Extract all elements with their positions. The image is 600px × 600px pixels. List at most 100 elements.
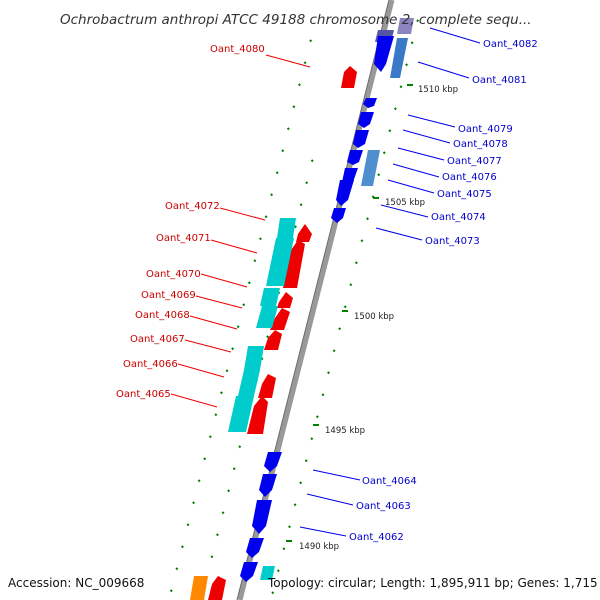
- tick-mark: [169, 589, 173, 593]
- leader-oant-4081: [417, 61, 470, 79]
- label-oant-4065[interactable]: Oant_4065: [116, 389, 171, 400]
- tick-mark: [238, 445, 242, 449]
- tick-mark: [349, 283, 353, 287]
- leader-oant-4067: [184, 339, 232, 353]
- cds-oant-4072[interactable]: [277, 218, 296, 238]
- gene-oant-4072[interactable]: [296, 224, 312, 242]
- reverse-strand-genes: [240, 18, 414, 582]
- cds-oant-4071[interactable]: [266, 238, 294, 286]
- label-oant-4070[interactable]: Oant_4070: [146, 269, 201, 280]
- leader-oant-4077: [397, 147, 445, 161]
- tick-mark: [304, 459, 308, 463]
- label-oant-4062[interactable]: Oant_4062: [349, 532, 404, 543]
- tick-mark: [175, 567, 179, 571]
- tick-mark: [186, 523, 190, 527]
- tick-mark: [232, 467, 236, 471]
- map-title: Ochrobactrum anthropi ATCC 49188 chromos…: [60, 12, 532, 28]
- tick-mark: [310, 437, 314, 441]
- tick-mark: [299, 481, 303, 485]
- gene-oant-4063[interactable]: [259, 474, 277, 497]
- label-oant-4064[interactable]: Oant_4064: [362, 476, 417, 487]
- tick-mark: [321, 393, 325, 397]
- leader-oant-4065: [170, 393, 218, 408]
- gene-oant-4073[interactable]: [331, 208, 346, 223]
- gene-bottom-orange[interactable]: [190, 576, 208, 600]
- label-oant-4072[interactable]: Oant_4072: [165, 201, 220, 212]
- label-oant-4071[interactable]: Oant_4071: [156, 233, 211, 244]
- cds-oant-4065[interactable]: [228, 396, 254, 432]
- gene-oant-4067[interactable]: [264, 330, 282, 350]
- gene-oant-4065[interactable]: [247, 396, 268, 434]
- label-oant-4077[interactable]: Oant_4077: [447, 156, 502, 167]
- tick-mark: [214, 413, 218, 417]
- label-oant-4082[interactable]: Oant_4082: [483, 39, 538, 50]
- gene-oant-4064[interactable]: [264, 452, 282, 472]
- leader-oant-4082: [429, 27, 481, 44]
- leader-oant-4071: [210, 239, 258, 254]
- scale-label-1500: 1500 kbp: [354, 312, 394, 322]
- tick-mark: [360, 239, 364, 243]
- gene-oant-4069[interactable]: [277, 292, 293, 308]
- gene-oant-4062-b[interactable]: [246, 538, 264, 558]
- tick-mark: [225, 369, 229, 373]
- tick-mark: [271, 591, 275, 595]
- scale-label-1510: 1510 kbp: [418, 85, 458, 95]
- leader-oant-4079: [407, 114, 456, 128]
- cds-oant-4069[interactable]: [256, 306, 278, 328]
- label-oant-4074[interactable]: Oant_4074: [431, 212, 486, 223]
- gene-oant-4066[interactable]: [258, 374, 276, 398]
- gene-oant-4076[interactable]: [347, 150, 363, 165]
- gene-oant-4081[interactable]: [374, 36, 394, 72]
- label-oant-4063[interactable]: Oant_4063: [356, 501, 411, 512]
- label-oant-4079[interactable]: Oant_4079: [458, 124, 513, 135]
- label-oant-4078[interactable]: Oant_4078: [453, 139, 508, 150]
- cds-oant-4076[interactable]: [361, 150, 380, 186]
- tick-mark: [410, 41, 414, 45]
- leader-oant-4073: [375, 227, 423, 241]
- cds-bottom-rev[interactable]: [260, 566, 275, 580]
- label-oant-4081[interactable]: Oant_4081: [472, 75, 527, 86]
- right-gene-labels: Oant_4082 Oant_4081 Oant_4079 Oant_4078 …: [299, 27, 538, 543]
- label-oant-4069[interactable]: Oant_4069: [141, 290, 196, 301]
- leader-oant-4074: [380, 204, 429, 218]
- label-oant-4067[interactable]: Oant_4067: [130, 334, 185, 345]
- gene-oant-4068[interactable]: [270, 308, 290, 330]
- cds-oant-4066[interactable]: [238, 370, 260, 396]
- tick-mark: [282, 547, 286, 551]
- leader-oant-4072: [219, 207, 266, 221]
- cds-oant-4070[interactable]: [260, 288, 280, 306]
- tick-mark: [310, 159, 314, 163]
- tick-mark: [405, 63, 408, 67]
- gene-oant-4074[interactable]: [336, 180, 354, 206]
- label-oant-4068[interactable]: Oant_4068: [135, 310, 190, 321]
- tick-mark: [393, 107, 397, 111]
- label-oant-4080[interactable]: Oant_4080: [210, 44, 265, 55]
- label-oant-4066[interactable]: Oant_4066: [123, 359, 178, 370]
- tick-mark: [208, 435, 212, 439]
- label-oant-4075[interactable]: Oant_4075: [437, 189, 492, 200]
- cds-oant-4067[interactable]: [244, 346, 264, 370]
- gene-oant-4077[interactable]: [353, 130, 369, 148]
- gene-bottom-rev[interactable]: [240, 562, 258, 582]
- tick-mark: [247, 281, 251, 285]
- tick-mark: [221, 511, 225, 515]
- tick-mark: [203, 457, 207, 461]
- scale-label-1505: 1505 kbp: [385, 198, 425, 208]
- tick-mark: [276, 569, 280, 573]
- gene-oant-4071[interactable]: [283, 240, 305, 288]
- tick-mark: [216, 533, 219, 537]
- gene-oant-4062[interactable]: [252, 500, 272, 534]
- gene-oant-4082-b[interactable]: [397, 18, 414, 34]
- cds-oant-4081[interactable]: [390, 38, 408, 78]
- gene-bottom-fwd[interactable]: [208, 576, 226, 600]
- label-oant-4073[interactable]: Oant_4073: [425, 236, 480, 247]
- gene-oant-4080[interactable]: [341, 66, 357, 88]
- gene-oant-4079[interactable]: [363, 98, 377, 108]
- gene-oant-4078[interactable]: [358, 112, 374, 128]
- tick-mark: [399, 85, 403, 89]
- tick-mark: [332, 349, 336, 353]
- tick-mark: [303, 61, 307, 65]
- label-oant-4076[interactable]: Oant_4076: [442, 172, 497, 183]
